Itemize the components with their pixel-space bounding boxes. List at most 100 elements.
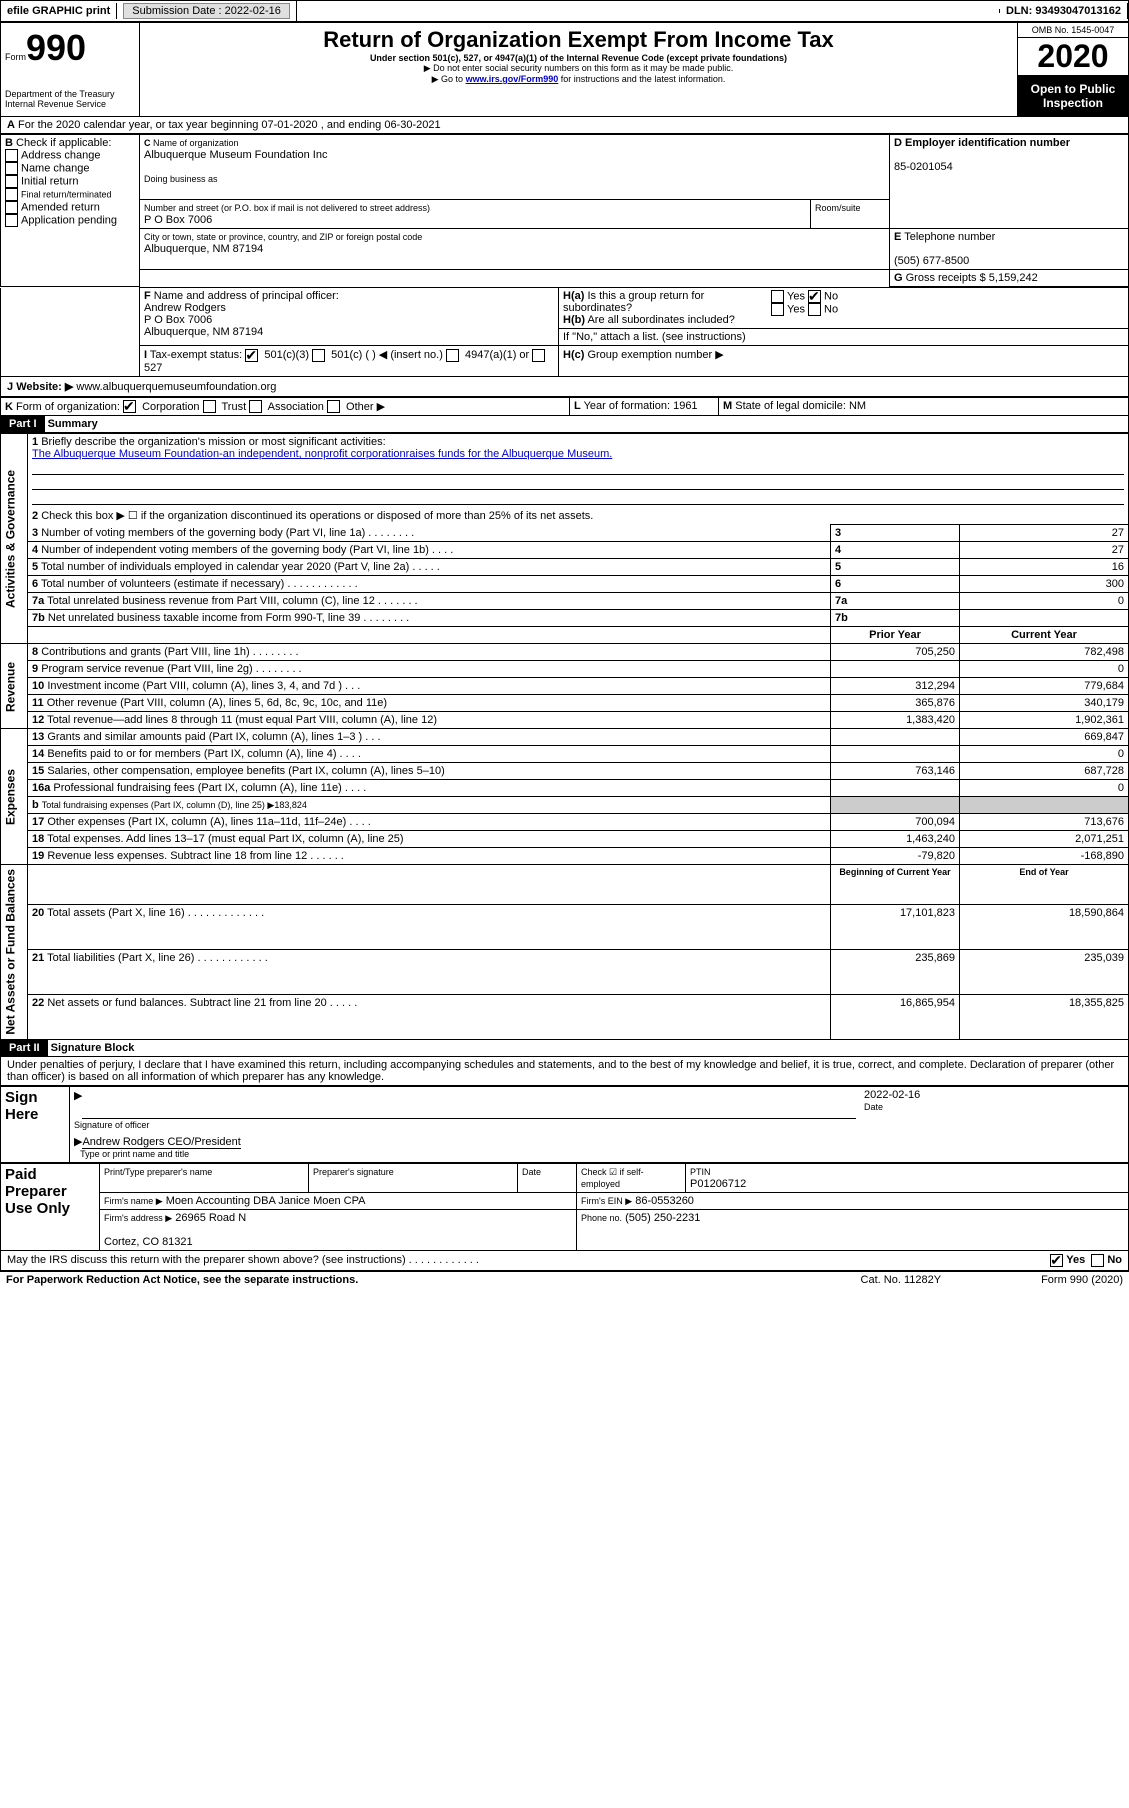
l5n2: 5: [831, 559, 960, 576]
e14p: [831, 746, 960, 763]
l-label: Year of formation:: [584, 400, 670, 412]
l3n: 3: [32, 527, 38, 539]
k-block: K Form of organization: Corporation Trus…: [0, 397, 1129, 417]
discuss-yes-checkbox[interactable]: [1050, 1254, 1063, 1267]
r8n: 8: [32, 646, 38, 658]
r11c: 340,179: [960, 695, 1129, 712]
527-checkbox[interactable]: [532, 349, 545, 362]
addr-change-checkbox[interactable]: [5, 149, 18, 162]
l7an2: 7a: [831, 593, 960, 610]
n21c: 235,039: [960, 949, 1129, 994]
r9p: [831, 661, 960, 678]
final-checkbox[interactable]: [5, 188, 18, 201]
subtitle-3b: for instructions and the latest informat…: [558, 74, 725, 84]
ptin-value: P01206712: [690, 1178, 746, 1190]
k-o2: Trust: [221, 401, 246, 413]
subtitle-2: ▶ Do not enter social security numbers o…: [144, 63, 1013, 74]
r10c: 779,684: [960, 678, 1129, 695]
ein-value: 85-0201054: [894, 161, 953, 173]
firm-ein: 86-0553260: [635, 1195, 694, 1207]
j-label: Website: ▶: [16, 381, 73, 393]
n22c: 18,355,825: [960, 994, 1129, 1039]
discuss-no-checkbox[interactable]: [1091, 1254, 1104, 1267]
part2-name: Signature Block: [51, 1042, 135, 1054]
e13t: Grants and similar amounts paid (Part IX…: [47, 731, 380, 743]
vert-netassets: Net Assets or Fund Balances: [1, 865, 28, 1040]
na-col-b: Beginning of Current Year: [831, 865, 960, 905]
m-label: State of legal domicile:: [735, 400, 846, 412]
name-change-checkbox[interactable]: [5, 162, 18, 175]
opt-final: Final return/terminated: [21, 189, 112, 199]
e17c: 713,676: [960, 814, 1129, 831]
corp-checkbox[interactable]: [123, 400, 136, 413]
n21n: 21: [32, 952, 44, 964]
paid-preparer: Paid Preparer Use Only: [1, 1163, 100, 1250]
perjury-decl: Under penalties of perjury, I declare th…: [0, 1057, 1129, 1086]
tax-year: 2020: [1018, 38, 1128, 76]
domicile: NM: [849, 400, 866, 412]
firm-name: Moen Accounting DBA Janice Moen CPA: [166, 1195, 366, 1207]
submission-date-button[interactable]: Submission Date : 2022-02-16: [123, 3, 290, 19]
dln: DLN: 93493047013162: [1000, 3, 1128, 19]
l7bv: [960, 610, 1129, 627]
officer-addr: P O Box 7006 Albuquerque, NM 87194: [144, 314, 263, 338]
col-py: Prior Year: [831, 627, 960, 644]
hb-yes-checkbox[interactable]: [771, 303, 784, 316]
r8c: 782,498: [960, 644, 1129, 661]
ha-yes-checkbox[interactable]: [771, 290, 784, 303]
l3n2: 3: [831, 525, 960, 542]
e19t: Revenue less expenses. Subtract line 18 …: [47, 850, 344, 862]
mission-text[interactable]: The Albuquerque Museum Foundation-an ind…: [32, 448, 612, 460]
phone-value: (505) 677-8500: [894, 255, 969, 267]
opt-initial: Initial return: [21, 175, 78, 187]
r11t: Other revenue (Part VIII, column (A), li…: [47, 697, 387, 709]
l7bn: 7b: [32, 612, 45, 624]
opt-name: Name change: [21, 162, 90, 174]
yes-label: Yes: [1066, 1254, 1085, 1267]
q1-label: Briefly describe the organization's miss…: [41, 436, 385, 448]
pdate-label: Date: [522, 1167, 541, 1177]
self-label: Check ☑ if self-employed: [581, 1167, 644, 1189]
l6t: Total number of volunteers (estimate if …: [41, 578, 358, 590]
l7av: 0: [960, 593, 1129, 610]
ha-label: Is this a group return for subordinates?: [563, 290, 704, 314]
r12t: Total revenue—add lines 8 through 11 (mu…: [47, 714, 437, 726]
foot-left: For Paperwork Reduction Act Notice, see …: [6, 1274, 861, 1286]
r9t: Program service revenue (Part VIII, line…: [41, 663, 301, 675]
initial-checkbox[interactable]: [5, 175, 18, 188]
e19n: 19: [32, 850, 44, 862]
other-checkbox[interactable]: [327, 400, 340, 413]
501c3-checkbox[interactable]: [245, 349, 258, 362]
e15p: 763,146: [831, 763, 960, 780]
street-label: Number and street (or P.O. box if mail i…: [144, 203, 430, 213]
ha-no-checkbox[interactable]: [808, 290, 821, 303]
amended-checkbox[interactable]: [5, 201, 18, 214]
r12p: 1,383,420: [831, 712, 960, 729]
501c-checkbox[interactable]: [312, 349, 325, 362]
sig-date: 2022-02-16: [864, 1089, 920, 1101]
r9c: 0: [960, 661, 1129, 678]
subtitle-1: Under section 501(c), 527, or 4947(a)(1)…: [144, 53, 1013, 63]
vert-expenses: Expenses: [1, 729, 28, 865]
assoc-checkbox[interactable]: [249, 400, 262, 413]
e17t: Other expenses (Part IX, column (A), lin…: [47, 816, 370, 828]
hb-label: Are all subordinates included?: [587, 314, 734, 326]
k-o1: Corporation: [142, 401, 199, 413]
4947-checkbox[interactable]: [446, 349, 459, 362]
entity-block: B Check if applicable: Address change Na…: [0, 134, 1129, 287]
gross-receipts: 5,159,242: [989, 272, 1038, 284]
e18p: 1,463,240: [831, 831, 960, 848]
irs-link[interactable]: www.irs.gov/Form990: [466, 74, 559, 84]
trust-checkbox[interactable]: [203, 400, 216, 413]
hb-no-checkbox[interactable]: [808, 303, 821, 316]
l4n2: 4: [831, 542, 960, 559]
e14c: 0: [960, 746, 1129, 763]
e13n: 13: [32, 731, 44, 743]
b-label: Check if applicable:: [16, 137, 111, 149]
pending-checkbox[interactable]: [5, 214, 18, 227]
l7bt: Net unrelated business taxable income fr…: [48, 612, 409, 624]
i-o2: 501(c) ( ) ◀ (insert no.): [331, 349, 443, 361]
l4n: 4: [32, 544, 38, 556]
form-title: Return of Organization Exempt From Incom…: [144, 27, 1013, 53]
room-label: Room/suite: [815, 203, 861, 213]
